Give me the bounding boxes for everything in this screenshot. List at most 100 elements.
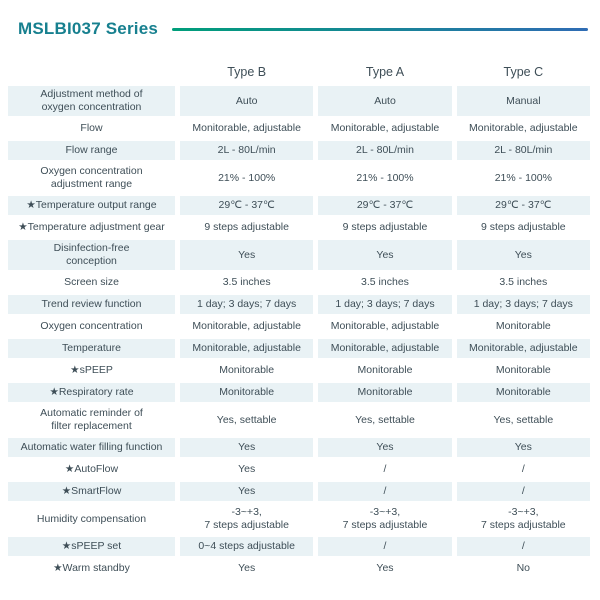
spec-value-type-a: -3~+3, 7 steps adjustable <box>342 506 428 531</box>
spec-row: Disinfection-free conception Yes Yes Yes <box>8 240 590 270</box>
column-header-spacer <box>8 63 175 81</box>
spec-value-type-c: Monitorable <box>495 364 551 376</box>
spec-row: Trend review function 1 day; 3 days; 7 da… <box>8 295 590 314</box>
spec-label: Humidity compensation <box>36 512 147 525</box>
page-title: MSLBI037 Series <box>18 19 159 38</box>
spec-value-type-a: Yes, settable <box>355 413 415 426</box>
column-header-row: Type B Type A Type C <box>8 63 590 81</box>
spec-label: Flow range <box>8 141 175 160</box>
spec-value-type-c: / <box>521 463 525 475</box>
spec-value-type-b: Monitorable <box>180 383 314 402</box>
spec-label: Screen size <box>64 276 119 288</box>
spec-value-type-b: Yes, settable <box>216 413 277 426</box>
spec-row: ★sPEEP set 0~4 steps adjustable / / <box>8 537 590 556</box>
spec-value-type-a: Monitorable, adjustable <box>318 339 452 358</box>
spec-row: ★Respiratory rate Monitorable Monitorable M… <box>8 383 590 402</box>
spec-value-type-c: Yes, settable <box>493 413 554 426</box>
spec-value-type-b: Yes <box>238 463 256 475</box>
spec-label: Automatic water filling function <box>8 438 175 457</box>
spec-row: Temperature Monitorable, adjustable Monito… <box>8 339 590 358</box>
spec-value-type-c: / <box>456 482 590 501</box>
spec-label: ★sPEEP set <box>8 537 175 556</box>
spec-label: ★SmartFlow <box>8 482 175 501</box>
spec-value-type-b: Yes <box>180 240 314 270</box>
spec-value-type-a: Yes <box>376 562 394 574</box>
spec-label: ★Temperature output range <box>8 196 175 215</box>
spec-label: Flow <box>80 122 103 134</box>
spec-value-type-b: 1 day; 3 days; 7 days <box>180 295 314 314</box>
spec-label: ★Respiratory rate <box>8 383 175 402</box>
title-bar: MSLBI037 Series <box>18 19 588 39</box>
spec-value-type-a: 1 day; 3 days; 7 days <box>318 295 452 314</box>
spec-label: Adjustment method of oxygen concentratio… <box>8 86 175 116</box>
spec-value-type-c: Yes <box>456 240 590 270</box>
spec-label: ★sPEEP <box>70 364 113 376</box>
spec-value-type-c: Monitorable, adjustable <box>456 339 590 358</box>
spec-value-type-a: 21% - 100% <box>356 171 414 184</box>
column-header-type-a: Type A <box>365 64 405 79</box>
spec-value-type-c: 21% - 100% <box>494 171 552 184</box>
spec-value-type-b: 21% - 100% <box>218 171 276 184</box>
spec-row: Flow range 2L - 80L/min 2L - 80L/min 2L - 8… <box>8 141 590 160</box>
spec-label: Trend review function <box>8 295 175 314</box>
spec-value-type-a: / <box>318 482 452 501</box>
spec-value-type-b: Yes <box>238 562 256 574</box>
comparison-table: Type B Type A Type C Adjustment method o… <box>8 63 590 578</box>
spec-value-type-c: Monitorable <box>495 320 551 332</box>
spec-row: Screen size 3.5 inches 3.5 inches 3.5 inche… <box>8 273 590 292</box>
title-rule <box>172 27 588 31</box>
spec-value-type-c: 1 day; 3 days; 7 days <box>456 295 590 314</box>
spec-value-type-a: / <box>318 537 452 556</box>
spec-value-type-b: 29℃ - 37℃ <box>180 196 314 215</box>
spec-row: ★AutoFlow Yes / / <box>8 460 590 479</box>
spec-value-type-a: Monitorable, adjustable <box>330 320 440 332</box>
spec-value-type-c: 9 steps adjustable <box>480 221 566 233</box>
spec-value-type-c: / <box>456 537 590 556</box>
spec-row: Flow Monitorable, adjustable Monitorable, … <box>8 119 590 138</box>
spec-row: Oxygen concentration adjustment range 21%… <box>8 163 590 193</box>
column-header-type-c: Type C <box>503 64 544 79</box>
spec-value-type-a: Monitorable <box>357 364 413 376</box>
spec-value-type-c: -3~+3, 7 steps adjustable <box>480 506 566 531</box>
spec-row: Oxygen concentration Monitorable, adjusta… <box>8 317 590 336</box>
spec-value-type-a: Yes <box>318 240 452 270</box>
spec-value-type-a: Monitorable <box>318 383 452 402</box>
spec-value-type-c: 2L - 80L/min <box>456 141 590 160</box>
spec-value-type-b: Monitorable, adjustable <box>192 320 301 332</box>
spec-value-type-c: Monitorable <box>456 383 590 402</box>
spec-value-type-a: Monitorable, adjustable <box>330 122 440 134</box>
spec-label: Oxygen concentration <box>40 320 143 332</box>
spec-label: Temperature <box>8 339 175 358</box>
spec-value-type-a: / <box>383 463 387 475</box>
spec-row: Humidity compensation -3~+3, 7 steps adju… <box>8 504 590 534</box>
spec-value-type-b: Auto <box>180 86 314 116</box>
spec-row: ★Warm standby Yes Yes No <box>8 559 590 578</box>
spec-label: ★Temperature adjustment gear <box>18 221 165 233</box>
column-header-type-b: Type B <box>227 64 267 79</box>
spec-value-type-b: 9 steps adjustable <box>204 221 289 233</box>
spec-value-type-c: Yes <box>456 438 590 457</box>
spec-label: ★Warm standby <box>53 562 130 574</box>
spec-value-type-a: Yes <box>318 438 452 457</box>
spec-label: Disinfection-free conception <box>8 240 175 270</box>
spec-value-type-b: -3~+3, 7 steps adjustable <box>204 506 289 531</box>
spec-row: ★Temperature output range 29℃ - 37℃ 29℃ - … <box>8 196 590 215</box>
spec-label: Oxygen concentration adjustment range <box>40 165 143 190</box>
spec-row: ★sPEEP Monitorable Monitorable Monitorable <box>8 361 590 380</box>
spec-value-type-a: Auto <box>318 86 452 116</box>
spec-value-type-b: Monitorable <box>219 364 275 376</box>
spec-row: Automatic water filling function Yes Yes Ye… <box>8 438 590 457</box>
spec-value-type-c: No <box>516 562 531 574</box>
table-body: Adjustment method of oxygen concentratio… <box>8 86 590 578</box>
spec-value-type-a: 9 steps adjustable <box>342 221 428 233</box>
spec-value-type-a: 3.5 inches <box>361 276 409 288</box>
spec-value-type-b: 0~4 steps adjustable <box>180 537 314 556</box>
spec-value-type-b: Yes <box>180 482 314 501</box>
spec-value-type-c: Manual <box>456 86 590 116</box>
spec-label: ★AutoFlow <box>64 463 119 475</box>
spec-value-type-b: Yes <box>180 438 314 457</box>
spec-value-type-c: 3.5 inches <box>499 276 548 288</box>
spec-value-type-a: 29℃ - 37℃ <box>318 196 452 215</box>
spec-value-type-b: Monitorable, adjustable <box>192 122 301 134</box>
